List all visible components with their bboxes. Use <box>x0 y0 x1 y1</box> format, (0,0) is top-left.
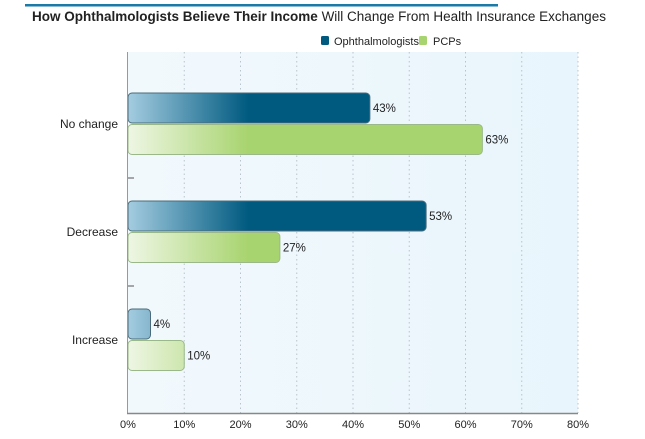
chart-title: How Ophthalmologists Believe Their Incom… <box>32 9 606 24</box>
y-tick-label: No change <box>60 117 118 131</box>
x-tick-label: 30% <box>286 419 308 431</box>
y-tick-label: Decrease <box>67 225 119 239</box>
data-label: 53% <box>429 211 452 223</box>
x-tick-label: 80% <box>567 419 589 431</box>
bar-pcps <box>127 340 185 371</box>
x-tick-label: 60% <box>454 419 476 431</box>
bar-ophthalmologists <box>127 200 427 232</box>
legend-label-pcps: PCPs <box>433 36 462 48</box>
title-rule <box>25 4 498 7</box>
y-tick-label: Increase <box>72 333 118 347</box>
legend-swatch-ophthalmologists <box>321 36 329 45</box>
data-label: 4% <box>154 319 171 331</box>
bar-pcps <box>127 124 483 155</box>
bar-pcps <box>127 232 281 263</box>
data-label: 27% <box>283 243 306 255</box>
data-label: 63% <box>485 135 508 147</box>
bar-ophthalmologists <box>127 92 371 124</box>
legend-label-ophthalmologists: Ophthalmologists <box>334 36 419 48</box>
data-label: 43% <box>373 103 396 115</box>
x-tick-label: 50% <box>398 419 420 431</box>
x-tick-label: 40% <box>342 419 364 431</box>
x-tick-label: 0% <box>120 419 136 431</box>
bar-ophthalmologists <box>127 308 151 340</box>
legend-swatch-pcps <box>419 36 427 45</box>
data-label: 10% <box>187 351 210 363</box>
legend: Ophthalmologists PCPs <box>321 36 462 48</box>
x-tick-label: 10% <box>173 419 195 431</box>
x-tick-label: 70% <box>511 419 533 431</box>
x-tick-label: 20% <box>229 419 251 431</box>
